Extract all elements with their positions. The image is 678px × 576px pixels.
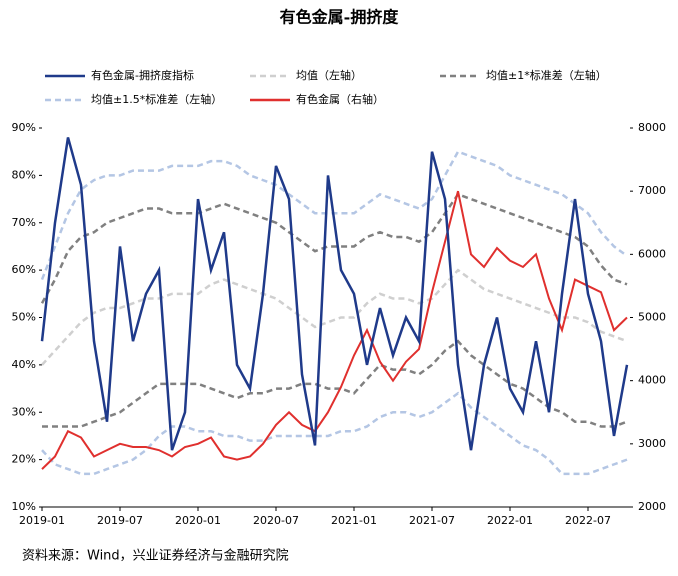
legend-label: 均值±1.5*标准差（左轴） — [91, 92, 222, 106]
series-line — [40, 192, 628, 304]
legend-label: 均值（左轴） — [296, 68, 362, 82]
y-tick-label: 30% — [12, 405, 36, 418]
y2-tick-label: 3000 — [638, 437, 666, 450]
legend-label: 有色金属（右轴） — [296, 92, 384, 106]
x-tick-label: 2020-07 — [253, 514, 299, 527]
series-line — [41, 190, 628, 470]
chart-title: 有色金属-拥挤度 — [280, 8, 400, 27]
y-tick-label: 10% — [12, 500, 36, 513]
y-tick-label: 20% — [12, 453, 36, 466]
source-note: 资料来源：Wind，兴业证券经济与金融研究院 — [22, 548, 289, 564]
x-tick-label: 2021-01 — [331, 514, 377, 527]
y2-tick-label: 2000 — [638, 500, 666, 513]
x-tick-label: 2019-07 — [97, 514, 143, 527]
y-tick-label: 80% — [12, 168, 36, 181]
legend-label: 均值±1*标准差（左轴） — [486, 68, 607, 82]
series-line — [42, 339, 628, 428]
series-line — [41, 268, 628, 366]
y-tick-label: 70% — [12, 216, 36, 229]
y2-tick-label: 7000 — [638, 184, 666, 197]
y-tick-label: 60% — [12, 263, 36, 276]
y2-tick-label: 8000 — [638, 121, 666, 134]
series-line — [40, 137, 629, 451]
y-tick-label: 90% — [12, 121, 36, 134]
legend-label: 有色金属-拥挤度指标 — [91, 68, 194, 82]
y2-tick-label: 4000 — [638, 374, 666, 387]
y-tick-label: 50% — [12, 311, 36, 324]
x-tick-label: 2022-07 — [565, 514, 611, 527]
y2-tick-label: 5000 — [638, 311, 666, 324]
x-tick-label: 2021-07 — [409, 514, 455, 527]
y2-tick-label: 6000 — [638, 247, 666, 260]
y-tick-label: 40% — [12, 358, 36, 371]
x-tick-label: 2022-01 — [487, 514, 533, 527]
series-line — [40, 150, 628, 281]
x-tick-label: 2019-01 — [19, 514, 65, 527]
x-tick-label: 2020-01 — [175, 514, 221, 527]
